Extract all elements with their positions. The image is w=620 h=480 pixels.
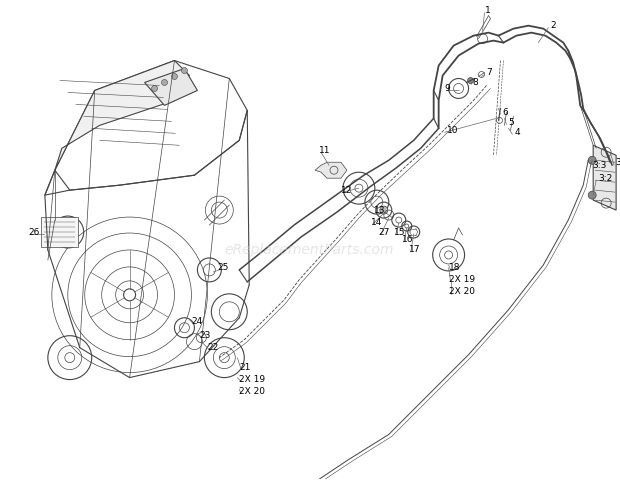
Text: 3:3: 3:3 [592,161,606,170]
Text: 8: 8 [472,78,478,87]
Text: 13: 13 [374,205,386,215]
Text: 26: 26 [28,228,39,237]
Text: 4: 4 [515,128,520,137]
Text: 23: 23 [200,331,211,340]
FancyBboxPatch shape [41,217,78,247]
Polygon shape [593,145,616,210]
Polygon shape [144,69,197,106]
Circle shape [182,68,187,73]
Text: 6: 6 [502,108,508,117]
Text: 18: 18 [449,264,460,273]
Circle shape [380,206,388,214]
Text: 10: 10 [446,126,458,135]
Text: 2X 20: 2X 20 [449,288,475,296]
Text: 15: 15 [394,228,405,237]
Text: 17: 17 [409,245,420,254]
Text: 3:2: 3:2 [598,174,613,183]
Text: 2X 19: 2X 19 [449,276,475,284]
Circle shape [172,73,177,80]
Text: 24: 24 [192,317,203,326]
Text: 25: 25 [218,264,229,273]
Text: 3: 3 [615,158,620,167]
Text: 5: 5 [508,118,514,127]
Polygon shape [315,162,347,178]
Text: 7: 7 [487,68,492,77]
Text: 9: 9 [445,84,450,93]
Text: 11: 11 [319,146,330,155]
Circle shape [467,77,474,84]
Polygon shape [55,60,190,170]
Circle shape [161,80,167,85]
Text: 12: 12 [341,186,352,195]
Text: 27: 27 [379,228,390,237]
Text: 2X 19: 2X 19 [239,375,265,384]
Text: 16: 16 [402,236,414,244]
Circle shape [588,191,596,199]
Text: 21: 21 [239,363,250,372]
Text: eReplacementParts.com: eReplacementParts.com [224,243,394,257]
Text: 2X 20: 2X 20 [239,387,265,396]
Text: 1: 1 [484,6,490,15]
Text: 14: 14 [371,217,383,227]
Text: 2: 2 [551,21,556,30]
Text: 22: 22 [207,343,219,352]
Circle shape [588,156,596,164]
Circle shape [151,85,157,92]
